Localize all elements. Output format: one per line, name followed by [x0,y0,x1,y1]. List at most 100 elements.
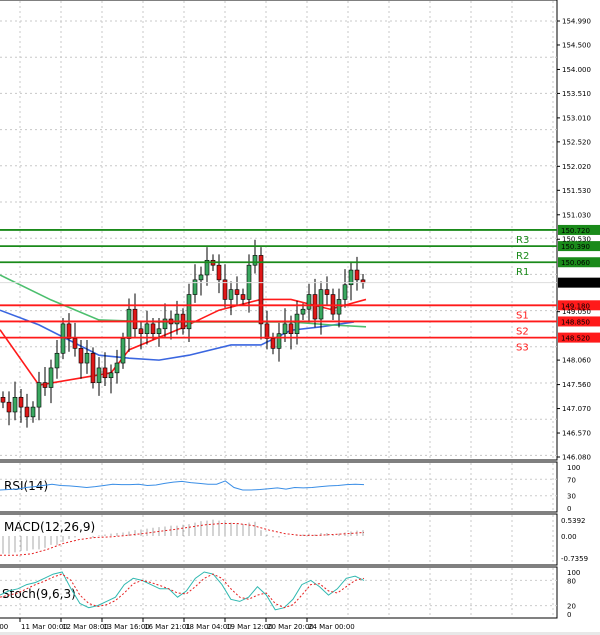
candle-bear [102,367,108,379]
candle-bear [258,255,264,325]
level-label-r3: R3 [516,235,529,246]
candle-bear [18,397,24,408]
candle-bear [234,289,240,295]
level-tag-value: 148.850 [561,318,590,326]
candle-bull [30,406,36,418]
level-tag-value: 150.390 [561,243,590,251]
candle-bear [150,323,156,334]
candle-bull [12,397,18,413]
candle-bear [270,338,276,349]
stoch-tick-label: 100 [567,569,580,577]
macd-tick-label: -0.7359 [561,555,588,563]
candle-bear [324,289,330,295]
bottom-bar [0,632,600,635]
level-tag [558,300,600,311]
candle-bull [342,284,348,300]
price-tick-label: 146.570 [562,430,591,438]
price-tick-label: 151.030 [562,211,591,219]
price-tick-label: 150.530 [562,236,591,244]
macd-tick-label: 0.5392 [561,517,586,525]
time-tick-label: 13 Mar 16:00 [103,623,150,631]
candle-bull [348,269,354,286]
candle-bear [0,397,6,403]
price-tick-label: 151.530 [562,187,591,195]
candle-bull [36,382,42,408]
time-tick-label: 24 Mar 00:00 [308,623,355,631]
time-tick-label: 18 Mar 04:00 [185,623,232,631]
macd-label: MACD(12,26,9) [4,520,95,534]
rsi-tick-label: 0 [567,505,571,513]
macd-panel: MACD(12,26,9) 0.5392 0.00 -0.7359 [0,517,588,563]
candle-bull [156,328,162,334]
candle-bull [294,313,300,334]
candle-bear [90,352,96,383]
candle-bull [60,323,66,354]
candle-bull [54,352,60,369]
level-label-r1: R1 [516,267,529,278]
level-tag [558,316,600,327]
price-tick-label: 153.510 [562,90,591,98]
time-tick-label: 12 Mar 08:00 [62,623,109,631]
candle-bear [66,323,72,339]
candle-bull [174,313,180,325]
stoch-label: Stoch(9,6,3) [2,587,76,601]
stoch-d-line [0,573,365,609]
time-tick-label: 20 Mar 20:00 [267,623,314,631]
current-price-value: 149.643 [561,280,590,288]
rsi-line [0,480,365,491]
price-tick-label: 147.560 [562,381,591,389]
level-label-r2: R2 [516,251,529,262]
candle-bull [300,308,306,315]
candle-bull [198,274,204,281]
rsi-tick-label: 70 [567,476,576,484]
candle-bull [228,289,234,300]
time-tick-label: :00 [0,623,8,631]
candle-bull [48,367,54,388]
price-tick-label: 152.520 [562,138,591,146]
candle-bear [132,308,138,330]
candle-bull [336,299,342,315]
price-tick-label: 152.020 [562,163,591,171]
candle-bull [96,367,102,383]
price-tick-label: 146.080 [562,454,591,462]
current-price-tag [558,277,600,288]
candle-bull [120,338,126,364]
time-tick-label: 19 Mar 12:00 [226,623,273,631]
level-label-s3: S3 [516,343,529,354]
level-tag [558,257,600,268]
candle-bear [330,294,336,315]
candle-bull [108,372,114,379]
stoch-k-line [0,571,365,611]
candle-bull [282,323,288,334]
price-tick-label: 147.070 [562,405,591,413]
level-tag-value: 148.520 [561,335,590,343]
candle-bear [216,264,222,281]
candle-bull [318,289,324,320]
price-axis: 154.990 154.500 154.000 153.510 153.010 152.5… [557,18,591,462]
candle-bull [192,279,198,295]
time-tick-label: 16 Mar 21:01 [144,623,191,631]
candle-bear [288,323,294,334]
level-tag [558,241,600,252]
candle-bull [306,294,312,310]
candle-bear [24,406,30,418]
candle-bull [276,333,282,349]
level-label-s1: S1 [516,310,529,321]
candle-bull [84,352,90,364]
stoch-tick-label: 0 [567,611,571,619]
candle-bear [222,279,228,300]
macd-tick-label: 0.00 [561,533,577,541]
rsi-tick-label: 30 [567,493,576,501]
level-tag-value: 150.060 [561,259,590,267]
price-tick-label: 154.500 [562,41,591,49]
ma-line-mid [0,309,355,361]
candle-bear [72,338,78,349]
level-tag [558,332,600,343]
rsi-tick-label: 100 [567,464,580,472]
candle-bear [42,382,48,388]
candle-bull [252,255,258,266]
candle-bear [78,348,84,364]
